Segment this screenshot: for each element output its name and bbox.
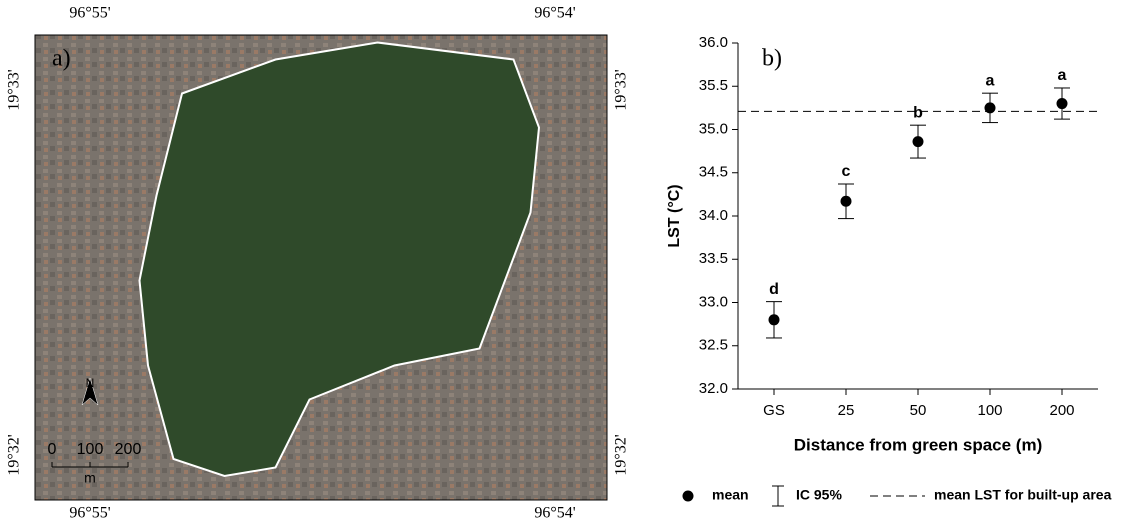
- y-tick-label: 33.0: [699, 293, 728, 310]
- group-label: d: [769, 281, 779, 298]
- lat-label: 19°32': [613, 434, 630, 475]
- lon-label: 96°54': [534, 5, 575, 22]
- y-tick-label: 32.5: [699, 337, 728, 354]
- lon-label: 96°55': [69, 5, 110, 22]
- panel-label: b): [762, 46, 782, 72]
- legend-label: IC 95%: [796, 487, 842, 503]
- scale-label: 200: [115, 441, 142, 458]
- mean-point: [768, 314, 780, 326]
- map-panel: a) 96°55' 96°54' 96°55' 96°54' 19°33' 19…: [6, 5, 630, 522]
- group-label: a: [986, 72, 995, 89]
- y-tick-label: 35.5: [699, 77, 728, 94]
- mean-point: [912, 136, 924, 148]
- x-tick-label: 200: [1049, 402, 1074, 419]
- group-label: c: [842, 163, 851, 180]
- legend-label: mean LST for built-up area: [934, 487, 1112, 503]
- lat-label: 19°33': [6, 69, 23, 110]
- north-label: N: [86, 376, 95, 390]
- y-tick-label: 32.0: [699, 380, 728, 397]
- scale-label: 0: [48, 441, 57, 458]
- mean-point: [1056, 98, 1068, 110]
- x-tick-label: GS: [763, 402, 785, 419]
- legend-label: mean: [712, 487, 749, 503]
- y-tick-label: 33.5: [699, 250, 728, 267]
- x-tick-label: 25: [838, 402, 855, 419]
- mean-point: [984, 102, 996, 114]
- group-label: a: [1058, 67, 1067, 84]
- scale-label: 100: [77, 441, 104, 458]
- y-tick-label: 34.0: [699, 207, 728, 224]
- y-tick-label: 35.0: [699, 120, 728, 137]
- x-tick-label: 100: [977, 402, 1002, 419]
- y-axis-label: LST (°C): [666, 184, 683, 247]
- legend-marker: [682, 490, 694, 502]
- y-tick-label: 34.5: [699, 164, 728, 181]
- scale-unit: m: [84, 470, 96, 486]
- lat-label: 19°32': [6, 434, 23, 475]
- x-axis-label: Distance from green space (m): [794, 435, 1042, 454]
- north-arrow: [81, 377, 99, 406]
- lon-label: 96°54': [534, 505, 575, 522]
- mean-point: [840, 195, 852, 207]
- lon-label: 96°55': [69, 505, 110, 522]
- y-tick-label: 36.0: [699, 34, 728, 51]
- buffer-contours: [137, 40, 541, 478]
- panel-label: a): [52, 46, 71, 72]
- group-label: b: [913, 104, 923, 121]
- lat-label: 19°33': [613, 69, 630, 110]
- x-tick-label: 50: [910, 402, 927, 419]
- scale-bar: 0 100 200 m: [48, 441, 142, 485]
